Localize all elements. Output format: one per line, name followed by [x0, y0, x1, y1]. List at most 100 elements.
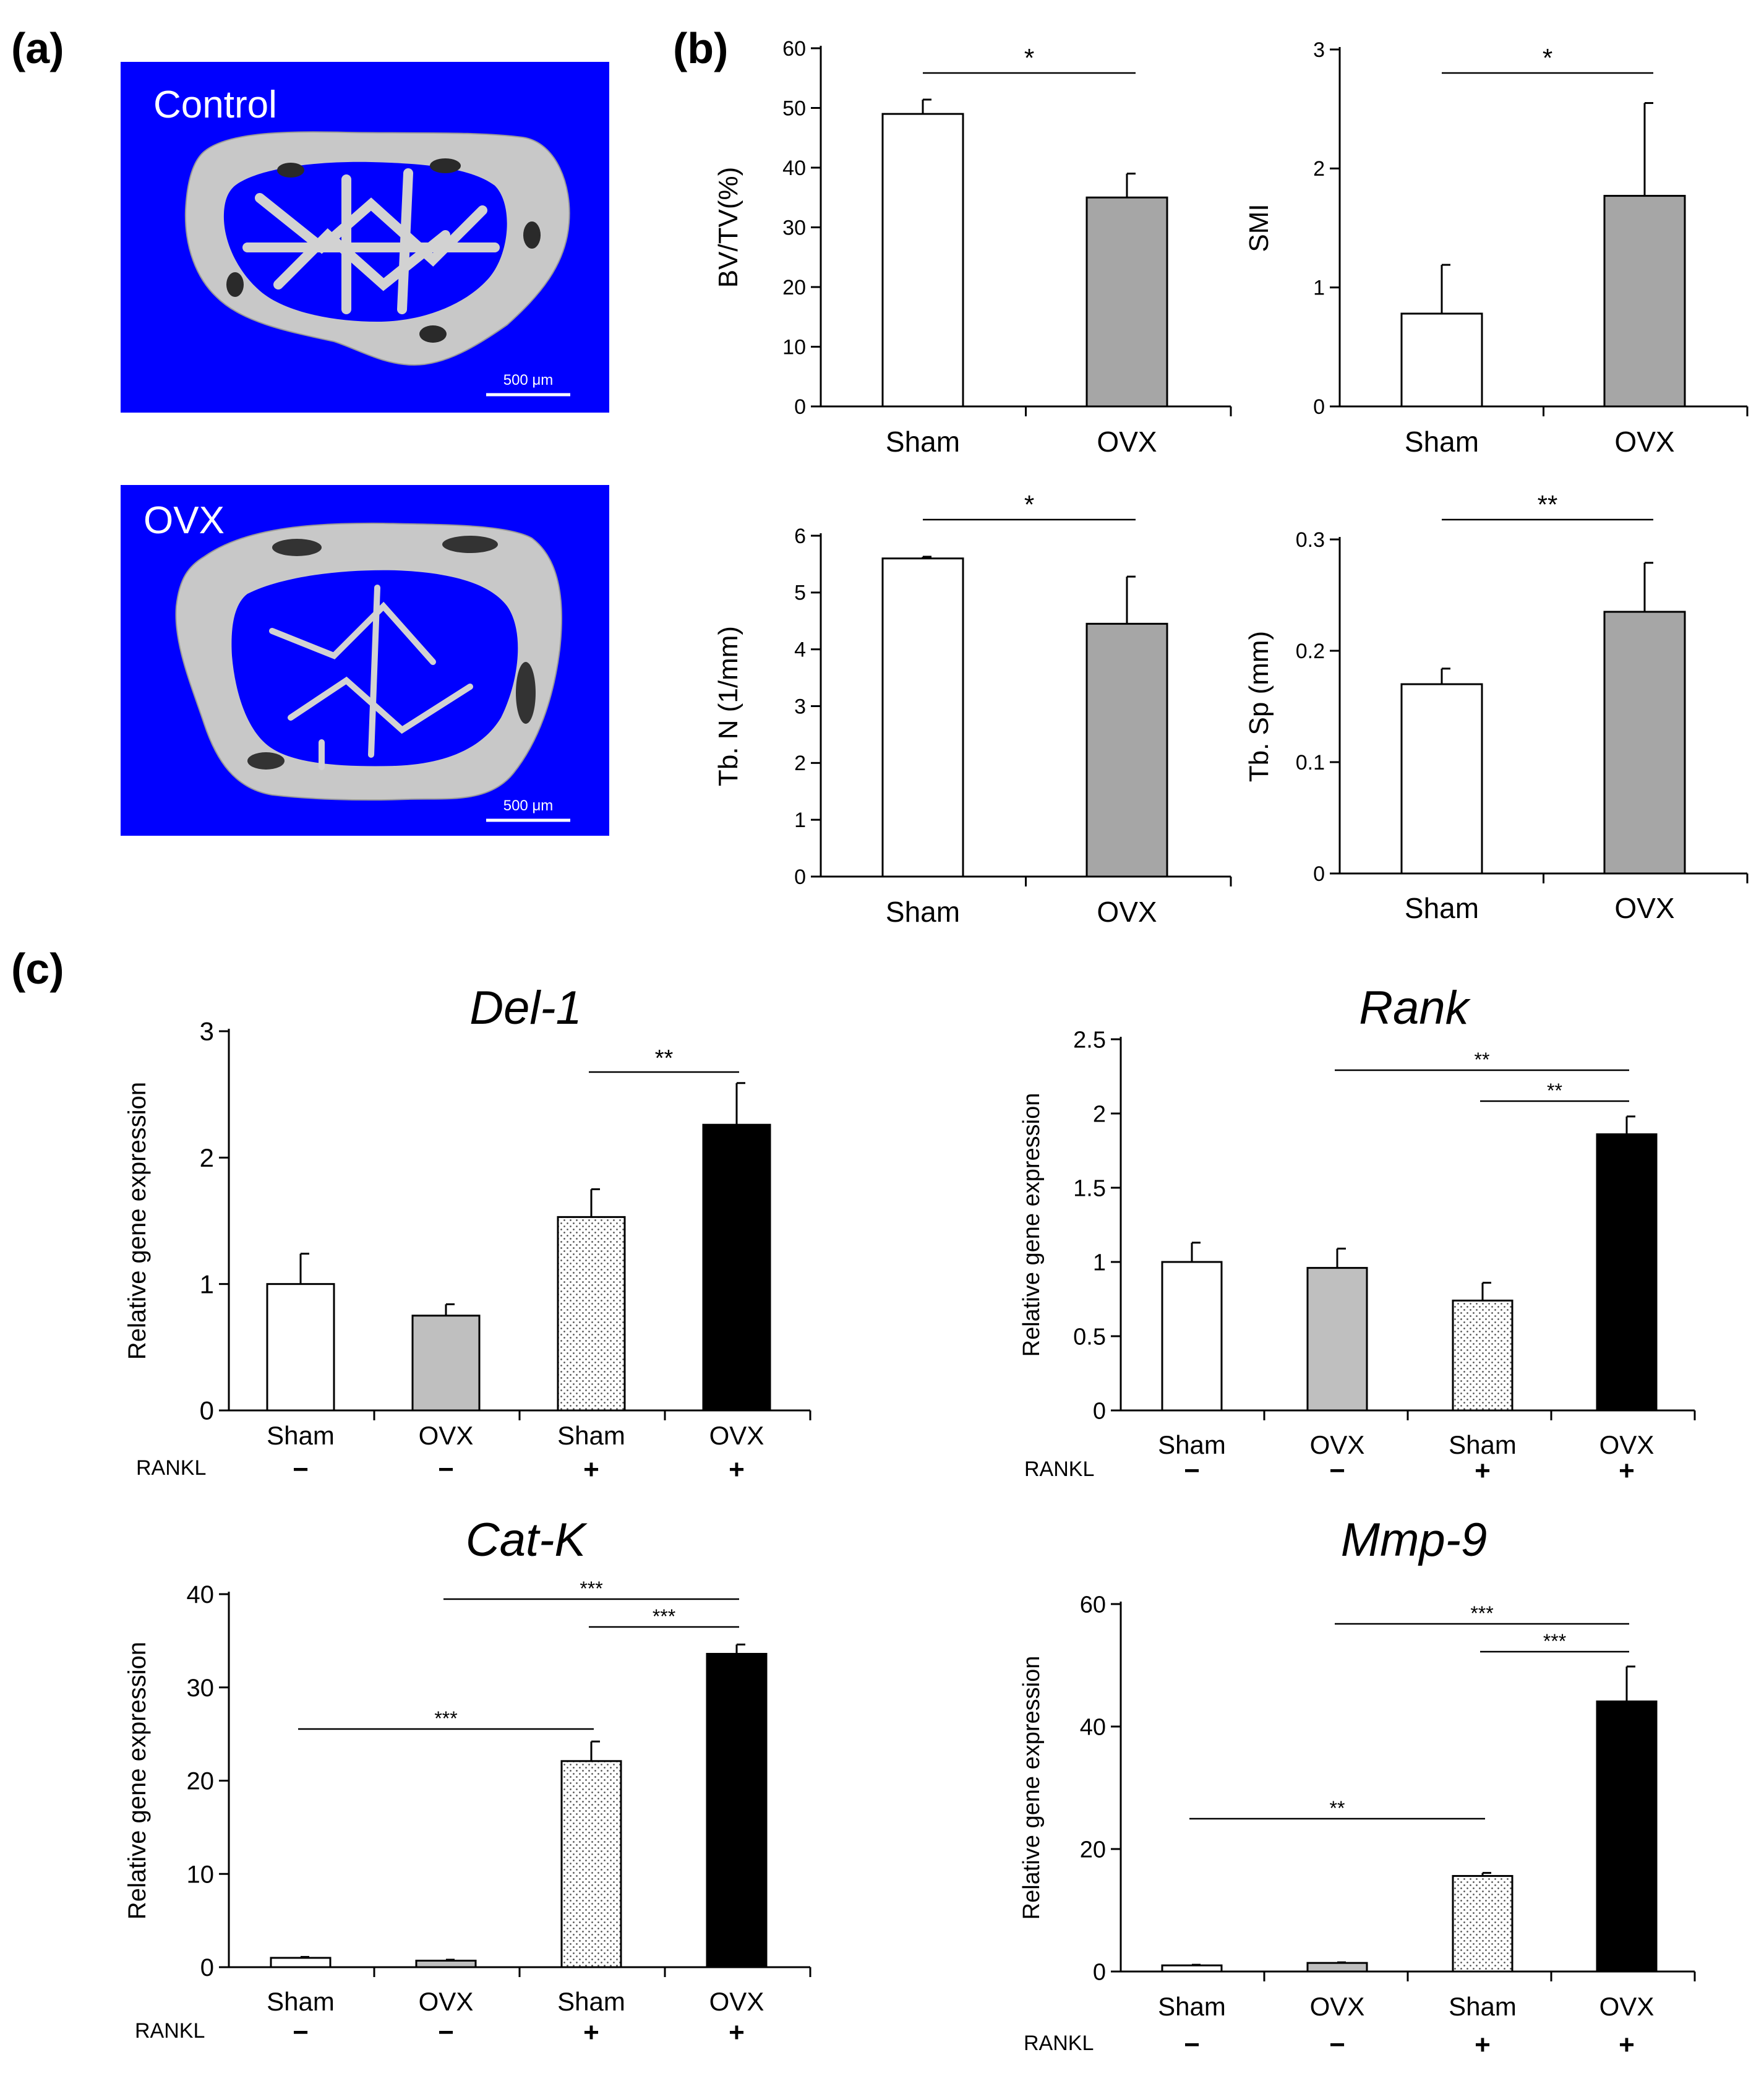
bar	[266, 1283, 335, 1412]
y-axis-label: Relative gene expression	[1019, 1656, 1045, 1920]
rankl-sign: −	[1184, 2030, 1200, 2060]
bar	[557, 1216, 626, 1412]
y-tick-label: 4	[794, 638, 806, 662]
significance-label: ***	[1470, 1602, 1493, 1624]
rankl-sign: +	[1475, 2030, 1491, 2060]
bar	[1085, 196, 1168, 408]
trabecular-network	[269, 585, 473, 770]
bar	[881, 113, 964, 408]
category-label: Sham	[267, 1987, 335, 2016]
y-tick-label: 0	[1313, 862, 1325, 886]
rankl-sign: −	[293, 1454, 309, 1485]
rankl-sign: +	[729, 1454, 745, 1485]
bar	[706, 1652, 768, 1968]
y-tick-label: 20	[1080, 1837, 1106, 1863]
rankl-sign: +	[1619, 2030, 1635, 2060]
y-tick-label: 1.5	[1073, 1175, 1106, 1201]
bar	[1400, 312, 1483, 408]
rankl-sign: +	[729, 2017, 745, 2048]
y-tick-label: 2	[1313, 157, 1325, 181]
category-label: Sham	[886, 426, 960, 458]
category-label: OVX	[1097, 896, 1157, 928]
category-label: OVX	[709, 1421, 764, 1450]
category-label: Sham	[1158, 1992, 1226, 2021]
significance-label: ***	[434, 1707, 457, 1730]
rankl-sign: −	[1329, 1456, 1345, 1486]
y-tick-label: 6	[794, 525, 806, 548]
y-tick-label: 20	[187, 1768, 215, 1795]
category-label: Sham	[557, 1421, 625, 1450]
category-label: OVX	[1097, 426, 1157, 458]
rankl-sign: −	[293, 2017, 309, 2048]
scale-bar-label: 500 μm	[503, 797, 554, 814]
y-tick-label: 50	[782, 97, 806, 120]
rankl-sign: −	[1184, 1456, 1200, 1486]
y-tick-label: 3	[794, 695, 806, 718]
y-tick-label: 40	[187, 1581, 215, 1608]
category-label: OVX	[419, 1987, 474, 2016]
y-tick-label: 10	[782, 335, 806, 359]
y-tick-label: 10	[187, 1861, 215, 1888]
panel-label-b: (b)	[673, 24, 728, 72]
ct-image-ovx: OVX 500 μm	[121, 485, 609, 836]
ct-image-label: OVX	[143, 499, 225, 542]
y-tick-label: 30	[782, 216, 806, 239]
y-tick-label: 3	[1313, 38, 1325, 62]
y-tick-label: 0	[200, 1396, 214, 1425]
y-tick-label: 1	[200, 1269, 214, 1298]
rankl-row-label: RANKL	[136, 1456, 206, 1480]
y-axis-label: Relative gene expression	[124, 1642, 151, 1920]
category-label: Sham	[557, 1987, 625, 2016]
bar	[1596, 1700, 1658, 1973]
y-tick-label: 20	[782, 276, 806, 299]
y-axis-label: SMI	[1244, 204, 1274, 252]
y-tick-label: 60	[1080, 1592, 1106, 1618]
bar	[1603, 611, 1686, 875]
y-tick-label: 1	[1313, 277, 1325, 300]
rankl-sign: +	[1619, 1456, 1635, 1486]
y-tick-label: 0	[794, 865, 806, 889]
bar	[415, 1959, 477, 1968]
y-tick-label: 2.5	[1073, 1027, 1106, 1053]
bar	[1085, 622, 1168, 878]
y-axis-label: BV/TV(%)	[713, 167, 743, 288]
chart-title: Mmp-9	[1341, 1514, 1487, 1566]
category-label: OVX	[1310, 1992, 1365, 2021]
scale-bar-label: 500 μm	[503, 372, 554, 388]
category-label: OVX	[709, 1987, 764, 2016]
significance-label: **	[1547, 1079, 1562, 1102]
bar	[1452, 1875, 1514, 1973]
y-axis-label: Tb. N (1/mm)	[713, 626, 743, 786]
category-label: OVX	[1599, 1992, 1655, 2021]
rankl-sign: +	[583, 2017, 599, 2048]
bar	[1400, 683, 1483, 875]
bar	[560, 1760, 622, 1968]
rankl-row-label: RANKL	[135, 2019, 205, 2043]
rankl-sign: +	[1475, 1456, 1491, 1486]
bar	[1596, 1133, 1658, 1412]
significance-label: **	[1475, 1049, 1490, 1071]
y-tick-label: 1	[1093, 1250, 1106, 1276]
chart-del-1: 0 1 2 3 Sham − OVX − Sham + OVX + RANKL Relative gene…	[124, 982, 811, 1485]
bar	[702, 1123, 771, 1412]
chart-mmp-9: 0 20 40 60 Sham − OVX − Sham + OVX + RANKL Relative g…	[1019, 1514, 1696, 2060]
y-tick-label: 2	[1093, 1101, 1106, 1127]
dark-shadows	[247, 536, 536, 770]
y-tick-label: 0.3	[1296, 528, 1325, 552]
chart-tb-n: 0 1 2 3 4 5 6 Sham OVX Tb. N (1/mm) *	[713, 490, 1232, 928]
y-tick-label: 3	[200, 1017, 214, 1046]
category-label: Sham	[1449, 1430, 1517, 1459]
chart-title: Rank	[1359, 982, 1471, 1034]
bar	[1161, 1261, 1223, 1412]
y-tick-label: 5	[794, 581, 806, 605]
bar	[1603, 195, 1686, 408]
chart-tb-sp: 0 0.1 0.2 0.3 Sham OVX Tb. Sp (mm) **	[1244, 490, 1749, 924]
bar	[1452, 1299, 1514, 1412]
significance-label: **	[655, 1045, 674, 1071]
significance-label: *	[1024, 43, 1034, 72]
category-label: Sham	[267, 1421, 335, 1450]
category-label: Sham	[1405, 426, 1479, 458]
y-tick-label: 0	[1313, 395, 1325, 419]
rankl-sign: +	[583, 1454, 599, 1485]
y-tick-label: 60	[782, 37, 806, 61]
